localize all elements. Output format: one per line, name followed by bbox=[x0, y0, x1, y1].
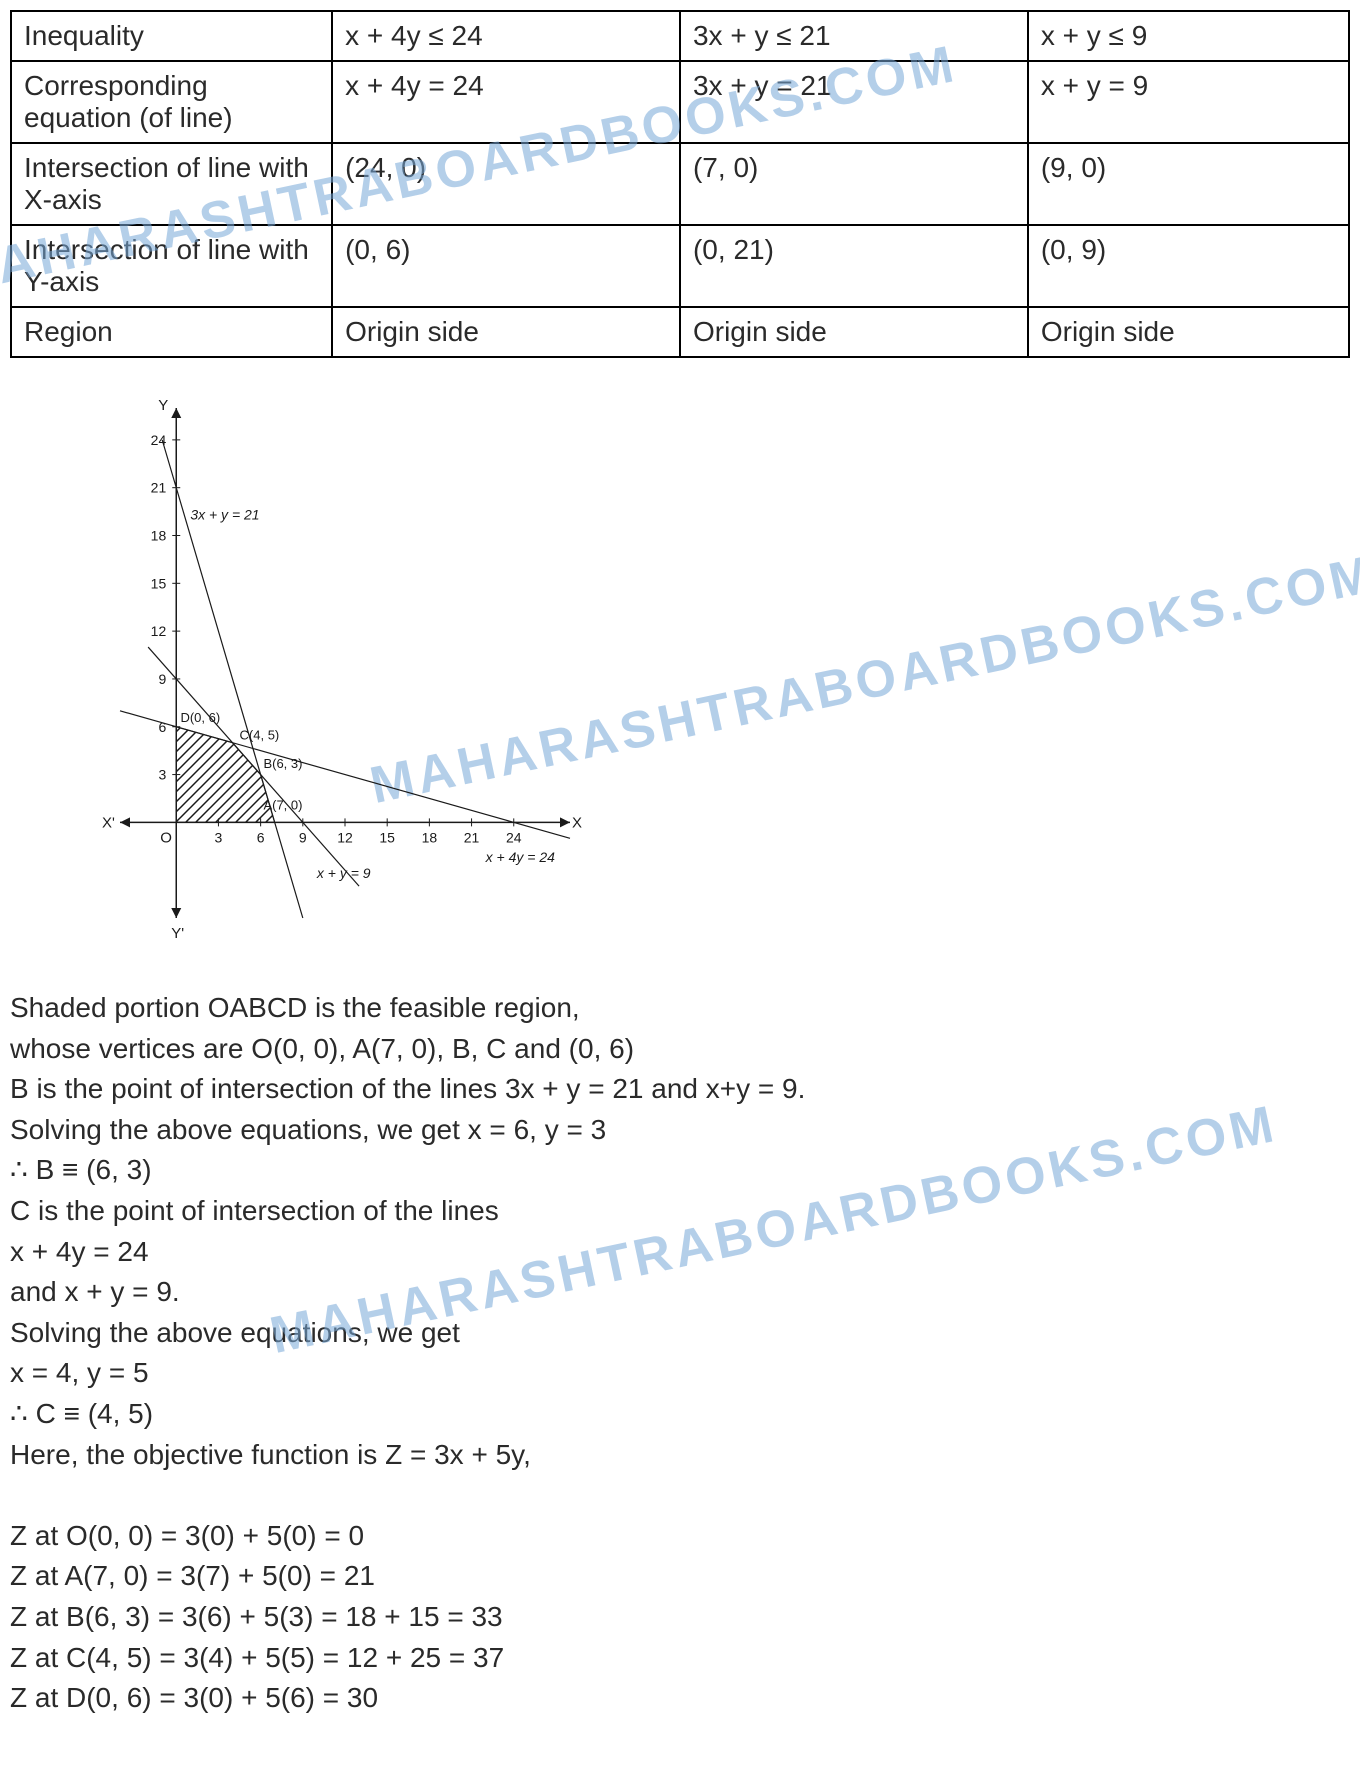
table-cell: (0, 21) bbox=[680, 225, 1028, 307]
table-row: Inequality x + 4y ≤ 24 3x + y ≤ 21 x + y… bbox=[11, 11, 1349, 61]
table-cell: x + y = 9 bbox=[1028, 61, 1349, 143]
svg-text:B(6, 3): B(6, 3) bbox=[263, 756, 302, 771]
table-row: Intersection of line with Y-axis (0, 6) … bbox=[11, 225, 1349, 307]
solution-line: and x + y = 9. bbox=[10, 1272, 1350, 1313]
svg-text:3: 3 bbox=[215, 829, 223, 845]
svg-text:24: 24 bbox=[506, 829, 522, 845]
table-cell: Origin side bbox=[332, 307, 680, 357]
table-cell: Intersection of line with X-axis bbox=[11, 143, 332, 225]
solution-line bbox=[10, 1475, 1350, 1516]
table-row: Intersection of line with X-axis (24, 0)… bbox=[11, 143, 1349, 225]
svg-text:X': X' bbox=[102, 814, 115, 831]
solution-line: Here, the objective function is Z = 3x +… bbox=[10, 1435, 1350, 1476]
table-row: Corresponding equation (of line) x + 4y … bbox=[11, 61, 1349, 143]
solution-line: Solving the above equations, we get bbox=[10, 1313, 1350, 1354]
solution-line: Z at O(0, 0) = 3(0) + 5(0) = 0 bbox=[10, 1516, 1350, 1557]
solution-line: Z at D(0, 6) = 3(0) + 5(6) = 30 bbox=[10, 1678, 1350, 1719]
constraints-table: Inequality x + 4y ≤ 24 3x + y ≤ 21 x + y… bbox=[10, 10, 1350, 358]
table-cell: Region bbox=[11, 307, 332, 357]
solution-text: Shaded portion OABCD is the feasible reg… bbox=[10, 988, 1350, 1719]
svg-text:21: 21 bbox=[151, 480, 167, 496]
svg-text:6: 6 bbox=[158, 719, 166, 735]
svg-text:x + 4y = 24: x + 4y = 24 bbox=[485, 849, 555, 865]
table-cell: Origin side bbox=[1028, 307, 1349, 357]
svg-text:x + y = 9: x + y = 9 bbox=[316, 865, 371, 881]
svg-text:12: 12 bbox=[151, 623, 167, 639]
solution-line: ∴ C ≡ (4, 5) bbox=[10, 1394, 1350, 1435]
table-cell: (0, 9) bbox=[1028, 225, 1349, 307]
table-cell: x + y ≤ 9 bbox=[1028, 11, 1349, 61]
solution-line: B is the point of intersection of the li… bbox=[10, 1069, 1350, 1110]
svg-text:D(0, 6): D(0, 6) bbox=[180, 710, 220, 725]
solution-line: x + 4y = 24 bbox=[10, 1232, 1350, 1273]
svg-text:Y': Y' bbox=[171, 925, 184, 942]
table-cell: (0, 6) bbox=[332, 225, 680, 307]
table-cell: (7, 0) bbox=[680, 143, 1028, 225]
svg-text:9: 9 bbox=[299, 829, 307, 845]
solution-line: Solving the above equations, we get x = … bbox=[10, 1110, 1350, 1151]
svg-text:3: 3 bbox=[158, 767, 166, 783]
solution-line: C is the point of intersection of the li… bbox=[10, 1191, 1350, 1232]
table-cell: Origin side bbox=[680, 307, 1028, 357]
table-cell: 3x + y = 21 bbox=[680, 61, 1028, 143]
svg-text:3x + y = 21: 3x + y = 21 bbox=[190, 507, 259, 523]
svg-text:Y: Y bbox=[158, 397, 168, 414]
svg-text:9: 9 bbox=[158, 671, 166, 687]
table-row: Region Origin side Origin side Origin si… bbox=[11, 307, 1349, 357]
svg-text:21: 21 bbox=[464, 829, 480, 845]
svg-text:A(7, 0): A(7, 0) bbox=[263, 798, 302, 813]
table-cell: x + 4y = 24 bbox=[332, 61, 680, 143]
table-cell: x + 4y ≤ 24 bbox=[332, 11, 680, 61]
svg-text:15: 15 bbox=[151, 575, 167, 591]
solution-line: ∴ B ≡ (6, 3) bbox=[10, 1150, 1350, 1191]
table-cell: Inequality bbox=[11, 11, 332, 61]
svg-text:C(4, 5): C(4, 5) bbox=[240, 728, 280, 743]
svg-text:18: 18 bbox=[422, 829, 438, 845]
solution-line: Z at A(7, 0) = 3(7) + 5(0) = 21 bbox=[10, 1556, 1350, 1597]
table-cell: 3x + y ≤ 21 bbox=[680, 11, 1028, 61]
solution-line: Shaded portion OABCD is the feasible reg… bbox=[10, 988, 1350, 1029]
svg-text:18: 18 bbox=[151, 528, 167, 544]
svg-text:X: X bbox=[572, 814, 582, 831]
table-cell: Corresponding equation (of line) bbox=[11, 61, 332, 143]
solution-line: whose vertices are O(0, 0), A(7, 0), B, … bbox=[10, 1029, 1350, 1070]
solution-line: x = 4, y = 5 bbox=[10, 1353, 1350, 1394]
table-cell: (24, 0) bbox=[332, 143, 680, 225]
solution-line: Z at B(6, 3) = 3(6) + 5(3) = 18 + 15 = 3… bbox=[10, 1597, 1350, 1638]
table-cell: Intersection of line with Y-axis bbox=[11, 225, 332, 307]
svg-text:12: 12 bbox=[337, 829, 353, 845]
table-cell: (9, 0) bbox=[1028, 143, 1349, 225]
svg-text:15: 15 bbox=[379, 829, 395, 845]
solution-line: Z at C(4, 5) = 3(4) + 5(5) = 12 + 25 = 3… bbox=[10, 1638, 1350, 1679]
svg-text:O: O bbox=[160, 829, 172, 846]
feasible-region-chart: 36912151821243691215182124XX'YY'O3x + y … bbox=[70, 388, 590, 968]
svg-text:6: 6 bbox=[257, 829, 265, 845]
